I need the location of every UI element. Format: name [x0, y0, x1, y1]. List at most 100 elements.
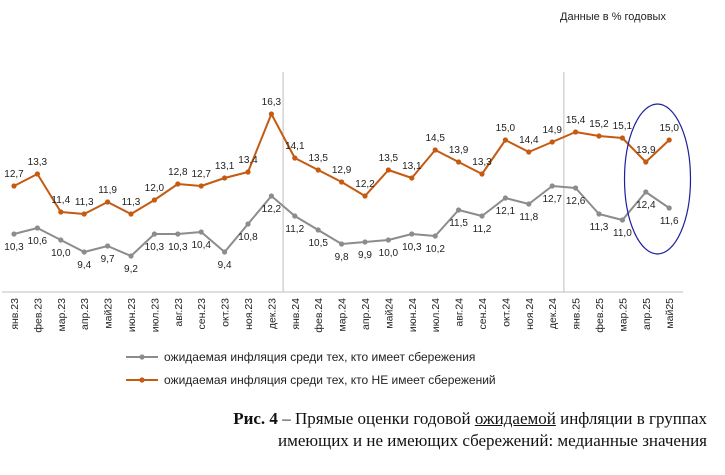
caption-line1-before: – Прямые оценки годовой: [277, 409, 475, 428]
data-point: [619, 217, 626, 223]
data-point: [666, 137, 672, 143]
data-point: [81, 249, 87, 255]
data-label: 12,7: [542, 194, 562, 205]
data-point: [526, 149, 532, 155]
data-label: 10,6: [28, 236, 48, 247]
series-points: [11, 111, 672, 259]
x-tick-label: июл.24: [430, 298, 442, 332]
x-tick-label: май24: [383, 298, 395, 329]
data-label: 9,7: [101, 254, 115, 265]
x-tick-label: мар.24: [337, 298, 349, 332]
x-tick-label: окт.24: [500, 298, 512, 327]
data-label: 12,2: [355, 179, 375, 190]
data-label: 12,0: [145, 183, 165, 194]
data-point: [479, 213, 485, 219]
caption-line2: имеющих и не имеющих сбережений: медианн…: [278, 431, 707, 450]
data-point: [456, 159, 462, 165]
data-point: [222, 249, 228, 255]
data-label: 11,5: [449, 218, 468, 229]
x-tick-label: фев.23: [32, 298, 44, 333]
figure-caption: Рис. 4 – Прямые оценки годовой ожидаемой…: [107, 408, 707, 452]
data-label: 13,3: [472, 157, 492, 168]
caption-underlined-word: ожидаемой: [474, 409, 556, 428]
data-label: 13,5: [308, 153, 328, 164]
legend: ожидаемая инфляция среди тех, кто имеет …: [126, 350, 496, 387]
data-label: 13,1: [402, 161, 422, 172]
data-point: [526, 201, 532, 207]
data-point: [456, 207, 462, 213]
data-point: [409, 175, 415, 181]
x-tick-label: окт.23: [220, 298, 232, 327]
data-label: 9,8: [335, 252, 349, 263]
x-tick-label: апр.25: [641, 298, 653, 330]
data-point: [222, 175, 228, 181]
data-label: 15,0: [659, 123, 679, 134]
data-label: 11,3: [122, 197, 141, 208]
legend-marker: [139, 354, 145, 360]
data-label: 12,7: [191, 169, 211, 180]
data-label: 14,5: [425, 133, 445, 144]
data-label: 12,4: [636, 200, 656, 211]
data-point: [81, 211, 87, 217]
data-label: 9,2: [124, 264, 138, 275]
data-label: 11,2: [473, 224, 492, 235]
legend-label: ожидаемая инфляция среди тех, кто имеет …: [164, 350, 475, 364]
data-point: [268, 111, 274, 117]
x-tick-label: янв.23: [9, 298, 21, 330]
data-label: 10,2: [425, 244, 445, 255]
data-label: 15,0: [496, 123, 516, 134]
data-label: 13,9: [449, 145, 469, 156]
x-tick-label: дек.24: [547, 298, 559, 329]
x-tick-label: янв.25: [571, 298, 583, 330]
x-tick-label: ноя.24: [524, 298, 536, 330]
x-tick-label: май25: [664, 298, 676, 329]
x-tick-label: авг.24: [454, 298, 466, 327]
data-point: [58, 209, 64, 215]
caption-line1-after: инфляции в группах: [555, 409, 707, 428]
x-tick-label: мар.25: [617, 298, 629, 332]
data-point: [596, 133, 602, 139]
x-tick-label: мар.23: [56, 298, 68, 332]
data-point: [315, 167, 321, 173]
x-tick-label: апр.24: [360, 298, 372, 330]
data-label: 10,3: [4, 242, 24, 253]
data-label: 10,3: [168, 242, 188, 253]
data-point: [666, 205, 672, 211]
data-label: 13,3: [28, 157, 48, 168]
highlight-ellipse: [623, 103, 692, 255]
data-point: [479, 171, 485, 177]
data-point: [198, 183, 204, 189]
data-label: 11,9: [98, 185, 117, 196]
data-point: [502, 195, 508, 201]
data-point: [198, 229, 204, 235]
data-label: 12,7: [4, 169, 24, 180]
data-label: 12,8: [168, 167, 188, 178]
data-label: 12,2: [262, 204, 282, 215]
data-point: [339, 179, 345, 185]
data-label: 15,2: [589, 119, 609, 130]
data-label: 14,1: [285, 141, 305, 152]
data-point: [502, 137, 508, 143]
x-tick-label: сен.23: [196, 298, 208, 330]
data-label: 11,0: [613, 228, 632, 239]
x-tick-label: июл.23: [149, 298, 161, 332]
data-point: [549, 183, 555, 189]
data-point: [58, 237, 64, 243]
data-label: 15,1: [613, 121, 633, 132]
data-point: [339, 241, 345, 247]
data-point: [643, 189, 649, 195]
data-label: 13,9: [636, 145, 656, 156]
data-point: [105, 199, 111, 205]
data-point: [362, 193, 368, 199]
data-label: 15,4: [566, 115, 586, 126]
data-label: 9,9: [358, 250, 372, 261]
data-label: 9,4: [218, 260, 232, 271]
x-tick-label: дек.23: [266, 298, 278, 329]
x-tick-label: ноя.23: [243, 298, 255, 330]
data-point: [643, 159, 649, 165]
x-tick-label: авг.23: [173, 298, 185, 327]
data-label: 11,3: [75, 197, 94, 208]
data-point: [175, 181, 181, 187]
data-point: [432, 147, 438, 153]
data-point: [549, 139, 555, 145]
